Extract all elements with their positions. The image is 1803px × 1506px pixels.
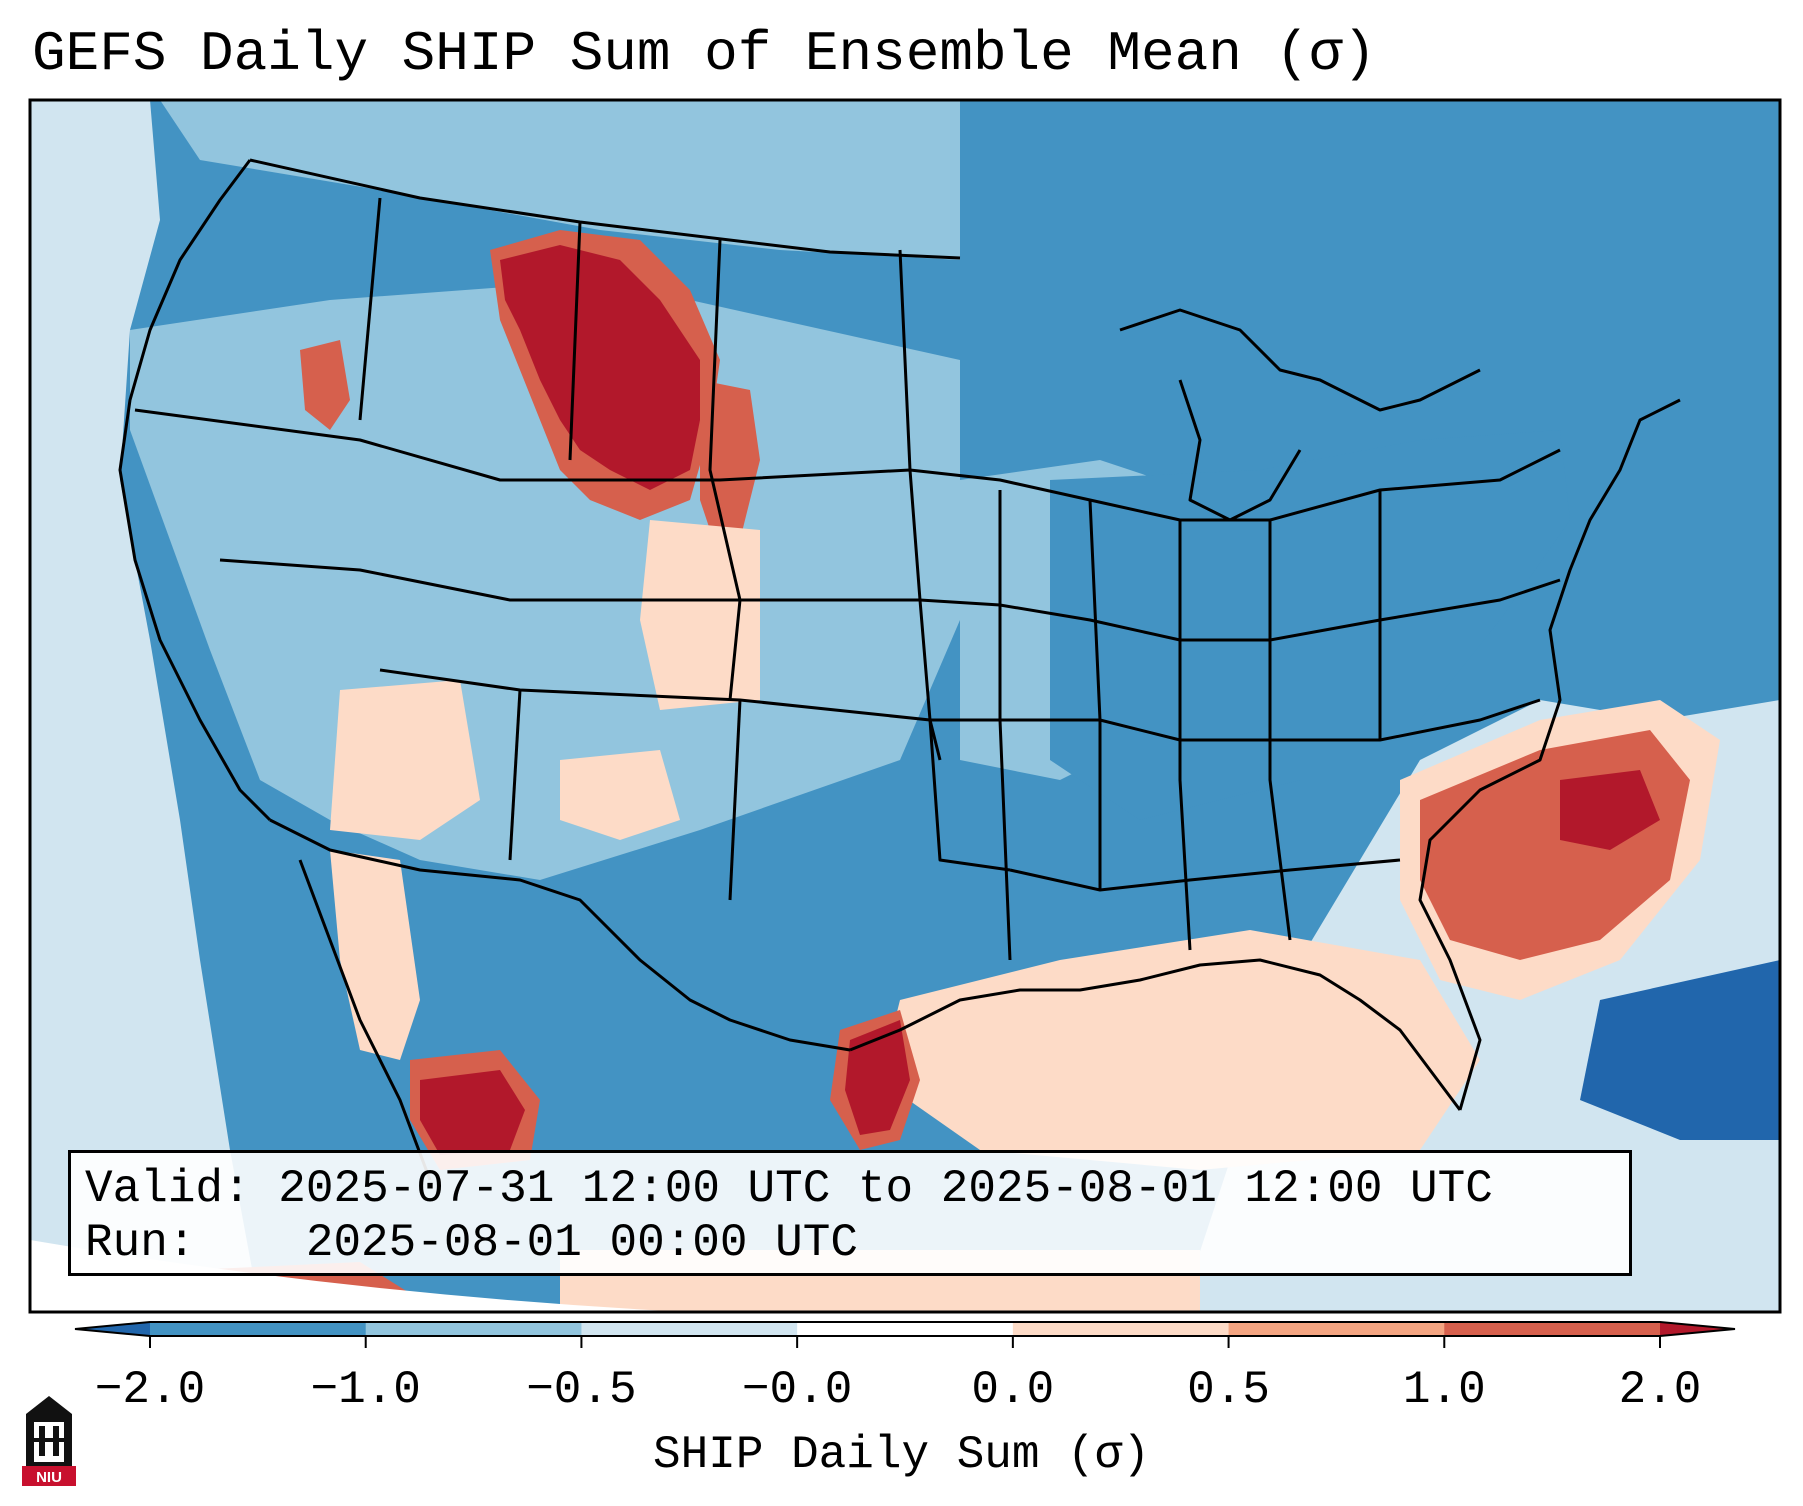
colorbar-tick-label: −1.0 bbox=[310, 1364, 421, 1416]
colorbar-tick-label: −0.5 bbox=[526, 1364, 637, 1416]
colorbar-tick-label: −2.0 bbox=[94, 1364, 206, 1416]
university-tower-icon: NIU bbox=[22, 1396, 76, 1486]
info-box: Valid: 2025-07-31 12:00 UTC to 2025-08-0… bbox=[68, 1150, 1632, 1276]
map-frame bbox=[28, 98, 1782, 1314]
map-title: GEFS Daily SHIP Sum of Ensemble Mean (σ) bbox=[32, 22, 1377, 86]
anomaly-northern-rockies-core bbox=[500, 245, 700, 490]
valid-row: Valid: 2025-07-31 12:00 UTC to 2025-08-0… bbox=[85, 1162, 1629, 1216]
outside-projection bbox=[30, 1240, 687, 1312]
anomaly-idaho bbox=[300, 340, 350, 430]
colorbar-extend-high bbox=[1660, 1322, 1735, 1336]
run-label: Run: bbox=[85, 1217, 196, 1269]
colorbar-segment bbox=[365, 1322, 582, 1336]
colorbar-segment bbox=[1228, 1322, 1445, 1336]
valid-label: Valid: bbox=[85, 1163, 251, 1215]
colorbar-tick-label: −0.0 bbox=[741, 1364, 853, 1416]
anomaly-arizona-edge bbox=[330, 680, 480, 840]
atlantic-dark-field bbox=[1580, 960, 1780, 1140]
colorbar-segment bbox=[1012, 1322, 1230, 1336]
valid-value: 2025-07-31 12:00 UTC to 2025-08-01 12:00… bbox=[278, 1163, 1493, 1215]
state-boundaries bbox=[118, 158, 1681, 1181]
anomaly-wyoming-northeast bbox=[700, 380, 760, 560]
anomaly-colorado-edge bbox=[640, 520, 760, 710]
colorbar-tick-label: 0.0 bbox=[971, 1364, 1055, 1416]
anomaly-southeast-atlantic-core bbox=[1560, 770, 1660, 850]
map-field bbox=[30, 100, 1780, 1312]
run-value: 2025-08-01 00:00 UTC bbox=[305, 1217, 858, 1269]
anomaly-new-mexico bbox=[560, 750, 680, 840]
logo-text: NIU bbox=[36, 1469, 62, 1486]
colorbar-tick-label: 1.0 bbox=[1402, 1364, 1486, 1416]
colorbar-tick-label: 0.5 bbox=[1187, 1364, 1270, 1416]
colorbar-segment bbox=[581, 1322, 798, 1336]
run-row: Run: 2025-08-01 00:00 UTC bbox=[85, 1216, 1629, 1270]
colorbar-extend-low bbox=[75, 1322, 150, 1336]
anomaly-baja-light bbox=[330, 850, 420, 1060]
colorbar-segment bbox=[1444, 1322, 1661, 1336]
anomaly-layer bbox=[180, 230, 1720, 1312]
canada-field bbox=[160, 100, 960, 260]
colorbar-label: SHIP Daily Sum (σ) bbox=[653, 1429, 1150, 1481]
colorbar bbox=[74, 1321, 1736, 1348]
colorbar-tick-label: 2.0 bbox=[1618, 1364, 1702, 1416]
colorbar-segment bbox=[150, 1322, 367, 1336]
anomaly-sierra-madre bbox=[420, 1070, 525, 1155]
anomaly-texas-coast bbox=[845, 1020, 910, 1135]
colorbar-segment bbox=[797, 1322, 1014, 1336]
